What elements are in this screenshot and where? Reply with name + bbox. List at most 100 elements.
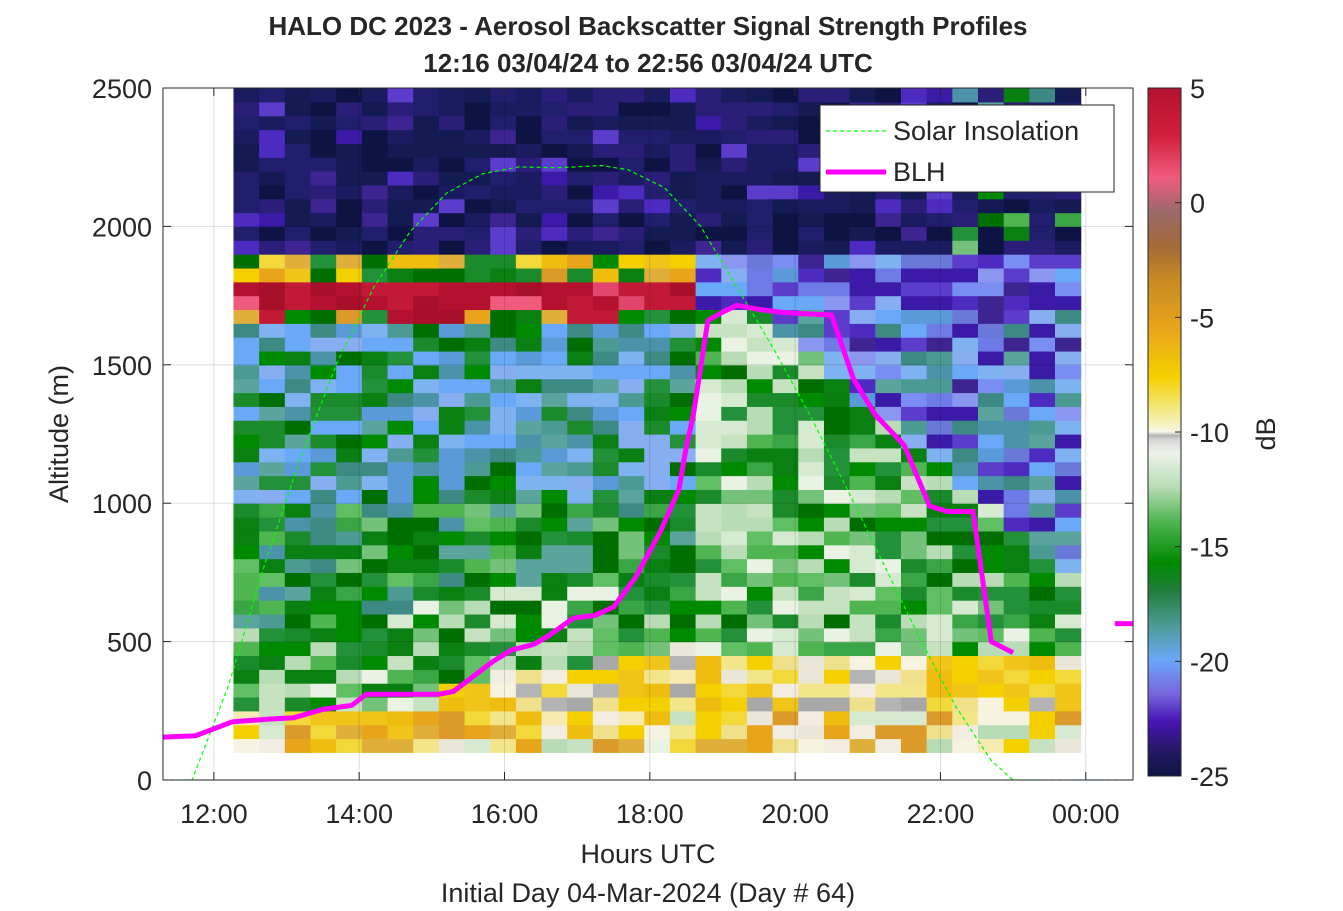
heatmap-cell xyxy=(746,240,774,255)
heatmap-cell xyxy=(567,683,594,698)
y-axis: 0 500 1000 1500 2000 2500 xyxy=(92,74,1133,796)
heatmap-cell xyxy=(336,350,363,366)
heatmap-cell xyxy=(618,254,645,269)
heatmap-cell xyxy=(1055,572,1082,587)
heatmap-cell xyxy=(515,240,543,255)
heatmap-cell xyxy=(413,337,440,352)
heatmap-cell xyxy=(336,724,363,740)
heatmap-cell xyxy=(361,655,389,670)
heatmap-cell xyxy=(233,129,260,144)
heatmap-cell xyxy=(490,530,517,546)
heatmap-cell xyxy=(977,212,1005,227)
heatmap-cell xyxy=(259,240,286,255)
heatmap-cell xyxy=(849,212,876,227)
heatmap-cell xyxy=(515,226,543,241)
heatmap-cell xyxy=(592,669,620,684)
heatmap-cell xyxy=(1029,254,1056,269)
heatmap-cell xyxy=(772,115,799,131)
heatmap-cell xyxy=(1029,475,1056,490)
heatmap-cell xyxy=(336,171,363,186)
heatmap-cell xyxy=(644,350,671,366)
heatmap-cell xyxy=(310,600,337,615)
heatmap-cell xyxy=(592,627,620,643)
heatmap-cell xyxy=(438,115,466,131)
heatmap-cell xyxy=(977,503,1005,518)
heatmap-cell xyxy=(284,157,312,172)
heatmap-cell xyxy=(721,184,748,200)
heatmap-cell xyxy=(746,157,774,172)
heatmap-cell xyxy=(900,696,928,712)
heatmap-cell xyxy=(746,461,774,477)
heatmap-cell xyxy=(413,267,440,283)
heatmap-cell xyxy=(721,434,748,449)
heatmap-cell xyxy=(900,517,928,532)
heatmap-cell xyxy=(361,447,389,463)
heatmap-cell xyxy=(823,364,851,380)
heatmap-cell xyxy=(772,392,799,407)
heatmap-cell xyxy=(592,337,620,352)
heatmap-cell xyxy=(464,503,491,518)
heatmap-cell xyxy=(259,683,286,698)
heatmap-cell xyxy=(490,738,517,753)
heatmap-cell xyxy=(541,683,568,698)
heatmap-cell xyxy=(438,447,466,463)
heatmap-cell xyxy=(284,129,312,144)
heatmap-cell xyxy=(387,198,414,214)
heatmap-cell xyxy=(1003,434,1030,449)
heatmap-cell xyxy=(387,309,414,324)
heatmap-cell xyxy=(746,101,774,117)
heatmap-cell xyxy=(490,171,517,186)
heatmap-cell xyxy=(952,295,979,311)
heatmap-cell xyxy=(618,157,645,172)
heatmap-cell xyxy=(336,600,363,615)
heatmap-cell xyxy=(618,226,645,241)
heatmap-cell xyxy=(541,157,568,172)
heatmap-cell xyxy=(669,157,697,172)
heatmap-cell xyxy=(464,420,491,435)
heatmap-cell xyxy=(490,198,517,214)
heatmap-cell xyxy=(669,683,697,698)
heatmap-cell xyxy=(515,683,543,698)
heatmap-cell xyxy=(464,171,491,186)
heatmap-cell xyxy=(823,558,851,573)
heatmap-cell xyxy=(259,115,286,131)
heatmap-cell xyxy=(1003,295,1030,311)
heatmap-cell xyxy=(746,600,774,615)
heatmap-cell xyxy=(746,558,774,573)
heatmap-cell xyxy=(644,420,671,435)
heatmap-cell xyxy=(413,350,440,366)
heatmap-cell xyxy=(746,337,774,352)
plot-frame xyxy=(162,87,1134,781)
heatmap-cell xyxy=(490,392,517,407)
heatmap-cell xyxy=(926,295,953,311)
heatmap-cell xyxy=(823,434,851,449)
heatmap-cell xyxy=(798,613,825,629)
heatmap-cell xyxy=(438,101,466,117)
heatmap-cell xyxy=(567,517,594,532)
heatmap-cell xyxy=(438,309,466,324)
heatmap-cell xyxy=(592,586,620,601)
heatmap-cell xyxy=(233,683,260,698)
heatmap-cell xyxy=(721,350,748,366)
heatmap-cell xyxy=(926,350,953,366)
heatmap-cell xyxy=(695,115,722,131)
heatmap-cell xyxy=(952,406,979,421)
heatmap-cell xyxy=(310,572,337,587)
heatmap-cell xyxy=(875,323,902,338)
heatmap-cell xyxy=(387,641,414,657)
heatmap-cell xyxy=(464,738,491,753)
heatmap-cell xyxy=(259,281,286,297)
heatmap-cell xyxy=(515,364,543,380)
heatmap-cell xyxy=(721,157,748,172)
heatmap-cell xyxy=(438,212,466,227)
heatmap-cell xyxy=(875,226,902,241)
heatmap-cell xyxy=(413,724,440,740)
heatmap-cell xyxy=(952,544,979,560)
heatmap-cell xyxy=(541,198,568,214)
heatmap-cell xyxy=(1029,267,1056,283)
heatmap-cell xyxy=(798,364,825,380)
heatmap-cell xyxy=(515,88,543,103)
heatmap-cell xyxy=(541,447,568,463)
heatmap-cell xyxy=(798,406,825,421)
heatmap-cell xyxy=(1029,337,1056,352)
